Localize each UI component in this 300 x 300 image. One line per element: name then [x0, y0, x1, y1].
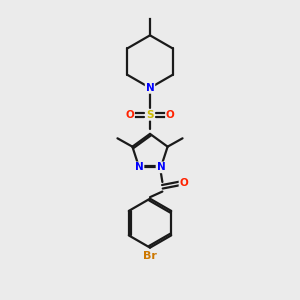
Text: O: O — [166, 110, 175, 120]
Text: Br: Br — [143, 251, 157, 261]
Text: N: N — [135, 162, 143, 172]
Text: N: N — [146, 83, 154, 93]
Text: O: O — [179, 178, 188, 188]
Text: O: O — [125, 110, 134, 120]
Text: N: N — [157, 162, 165, 172]
Text: S: S — [146, 110, 154, 120]
